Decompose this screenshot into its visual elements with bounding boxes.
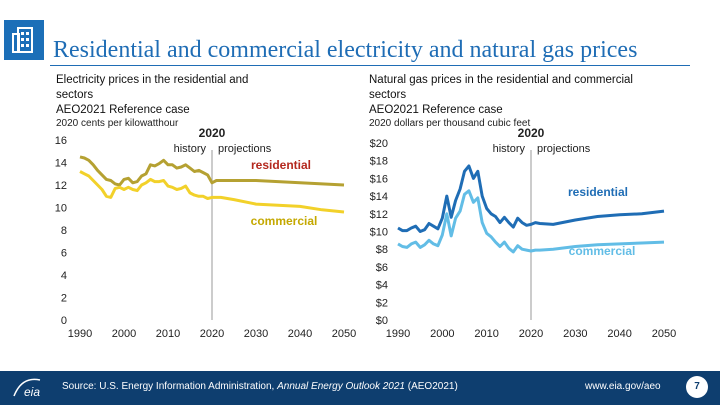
left-chart-units: 2020 cents per kilowatthour	[56, 118, 179, 129]
y-tick-label: $10	[370, 227, 388, 239]
x-tick-label: 2040	[607, 328, 631, 340]
source-note: Source: U.S. Energy Information Administ…	[62, 381, 458, 392]
history-label: history	[174, 143, 207, 155]
x-tick-label: 2020	[519, 328, 543, 340]
x-tick-label: 2030	[244, 328, 268, 340]
y-tick-label: $12	[370, 209, 388, 221]
y-tick-label: 8	[61, 225, 67, 237]
x-tick-label: 2010	[156, 328, 180, 340]
source-prefix: Source: U.S. Energy Information Administ…	[62, 381, 278, 392]
right-chart-units: 2020 dollars per thousand cubic feet	[369, 118, 531, 129]
commercial-series-line	[397, 189, 665, 254]
y-tick-label: $6	[376, 262, 388, 274]
y-tick-label: 6	[61, 248, 67, 260]
y-tick-label: 16	[55, 135, 67, 147]
x-tick-label: 2040	[288, 328, 312, 340]
residential-series-label: residential	[568, 185, 628, 199]
svg-text:eia: eia	[24, 385, 40, 399]
website-link[interactable]: www.eia.gov/aeo	[585, 381, 661, 392]
page-number: 7	[686, 376, 708, 398]
x-tick-label: 2020	[200, 328, 224, 340]
right-heading-line-1: Natural gas prices in the residential an…	[369, 74, 633, 86]
y-tick-label: 12	[55, 180, 67, 192]
commercial-series-label: commercial	[251, 214, 318, 228]
left-heading-line-1: Electricity prices in the residential an…	[56, 74, 248, 86]
source-suffix: (AEO2021)	[404, 381, 458, 392]
projections-label: projections	[537, 143, 591, 155]
right-heading-line-3: AEO2021 Reference case	[369, 104, 503, 116]
divider-year-label: 2020	[199, 126, 226, 140]
y-tick-label: $14	[370, 191, 388, 203]
y-tick-label: 14	[55, 158, 67, 170]
projections-label: projections	[218, 143, 272, 155]
source-report-title: Annual Energy Outlook 2021	[277, 381, 405, 392]
residential-series-line	[397, 164, 665, 233]
footer-bar: eia Source: U.S. Energy Information Admi…	[0, 371, 720, 405]
x-tick-label: 2000	[112, 328, 136, 340]
y-tick-label: 2	[61, 293, 67, 305]
residential-series-label: residential	[251, 158, 311, 172]
divider-year-label: 2020	[518, 126, 545, 140]
slide-title: Residential and commercial electricity a…	[53, 37, 638, 63]
y-tick-label: 10	[55, 203, 67, 215]
y-tick-label: 0	[61, 315, 67, 327]
y-tick-label: $0	[376, 315, 388, 327]
y-tick-label: $4	[376, 280, 388, 292]
residential-series-line	[79, 155, 345, 187]
x-tick-label: 2050	[332, 328, 356, 340]
commercial-series-label: commercial	[569, 244, 636, 258]
y-tick-label: $2	[376, 297, 388, 309]
eia-logo-icon: eia	[13, 378, 40, 399]
x-tick-label: 2010	[474, 328, 498, 340]
y-tick-label: $8	[376, 244, 388, 256]
y-tick-label: $16	[370, 173, 388, 185]
y-tick-label: 4	[61, 270, 67, 282]
x-tick-label: 2030	[563, 328, 587, 340]
left-heading-line-3: AEO2021 Reference case	[56, 104, 190, 116]
x-tick-label: 1990	[68, 328, 92, 340]
y-tick-label: $20	[370, 138, 388, 150]
left-chart-heading: Electricity prices in the residential an…	[56, 73, 248, 118]
right-heading-line-2: sectors	[369, 89, 407, 101]
history-label: history	[493, 143, 526, 155]
y-tick-label: $18	[370, 156, 388, 168]
left-heading-line-2: sectors	[56, 89, 94, 101]
x-tick-label: 2050	[652, 328, 676, 340]
building-icon	[4, 20, 44, 60]
right-chart-heading: Natural gas prices in the residential an…	[369, 73, 633, 118]
x-tick-label: 2000	[430, 328, 454, 340]
title-rule	[50, 65, 690, 66]
commercial-series-line	[79, 170, 345, 214]
x-tick-label: 1990	[386, 328, 410, 340]
